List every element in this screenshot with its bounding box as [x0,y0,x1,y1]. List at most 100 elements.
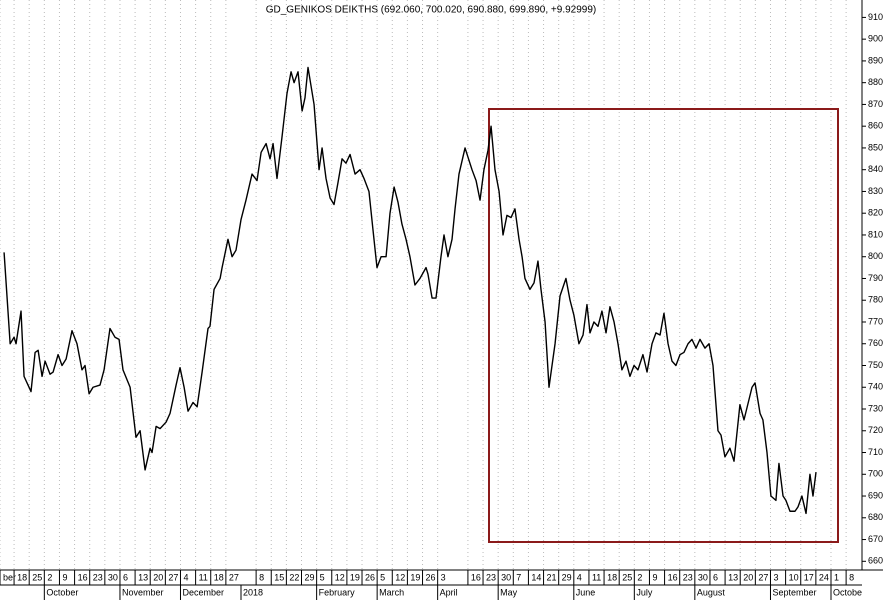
x-tick-label: 9 [62,572,67,582]
x-tick-label: 6 [123,572,128,582]
y-tick-label: 670 [868,534,883,544]
y-tick-label: 760 [868,338,883,348]
y-tick-label: 790 [868,273,883,283]
x-tick-label: 25 [32,572,42,582]
x-tick-label: 26 [426,572,436,582]
y-tick-label: 800 [868,251,883,261]
x-tick-label: 16 [78,572,88,582]
y-tick-label: 720 [868,425,883,435]
y-tick-label: 680 [868,512,883,522]
month-label: December [182,587,224,597]
x-tick-label: 11 [592,572,601,582]
x-tick-label: 20 [743,572,753,582]
x-tick-label: 5 [320,572,325,582]
x-tick-label: 27 [758,572,768,582]
y-tick-label: 900 [868,34,883,44]
x-tick-label: 4 [183,572,188,582]
x-tick-label: 16 [471,572,481,582]
x-tick-label: 17 [804,572,814,582]
y-tick-label: 910 [868,12,883,22]
x-tick-label: 4 [577,572,582,582]
x-tick-label: 30 [501,572,511,582]
y-tick-label: 880 [868,77,883,87]
y-tick-label: 740 [868,382,883,392]
x-tick-label: 2 [47,572,52,582]
x-tick-label: 3 [773,572,778,582]
x-tick-label: 27 [229,572,239,582]
x-tick-label: 23 [486,572,496,582]
x-tick-label: 8 [259,572,264,582]
y-tick-label: 810 [868,229,883,239]
month-label: July [636,587,653,597]
x-tick-label: 23 [683,572,693,582]
x-tick-label: 27 [168,572,178,582]
month-label: March [379,587,404,597]
x-tick-label: 12 [335,572,345,582]
x-tick-label: 12 [395,572,405,582]
x-tick-label: 30 [698,572,708,582]
month-label: February [319,587,356,597]
x-tick-label: 6 [713,572,718,582]
x-tick-label: 25 [622,572,632,582]
y-tick-label: 780 [868,295,883,305]
x-tick-label: 7 [516,572,521,582]
month-label: 2018 [243,587,263,597]
x-tick-label: 19 [350,572,360,582]
x-tick-label: 8 [849,572,854,582]
y-tick-label: 700 [868,469,883,479]
x-tick-label: 29 [562,572,572,582]
y-tick-label: 750 [868,360,883,370]
x-tick-label: 18 [17,572,27,582]
y-tick-label: 840 [868,164,883,174]
x-tick-label: 10 [789,572,799,582]
grid [0,0,847,570]
month-label: Octobe [833,587,862,597]
y-tick-label: 660 [868,556,883,566]
x-tick-label: 15 [274,572,284,582]
y-tick-label: 770 [868,316,883,326]
price-line [3,66,817,515]
x-tick-label: 16 [668,572,678,582]
x-tick-label: ber [3,572,16,582]
chart-title: GD_GENIKOS DEIKTHS (692.060, 700.020, 69… [266,5,597,16]
x-tick-label: 29 [305,572,315,582]
x-tick-label: 23 [93,572,103,582]
x-tick-label: 19 [410,572,420,582]
x-tick-label: 20 [153,572,163,582]
y-tick-label: 710 [868,447,883,457]
x-tick-label: 22 [289,572,299,582]
y-tick-label: 860 [868,121,883,131]
x-tick-label: 3 [441,572,446,582]
month-label: September [772,587,816,597]
x-tick-label: 24 [819,572,829,582]
x-tick-label: 13 [728,572,738,582]
y-tick-label: 820 [868,208,883,218]
x-tick-label: 2 [637,572,642,582]
month-label: November [122,587,164,597]
y-tick-label: 870 [868,99,883,109]
y-tick-label: 730 [868,403,883,413]
x-tick-label: 1 [834,572,839,582]
month-label: June [576,587,596,597]
x-tick-label: 13 [138,572,148,582]
month-label: August [697,587,726,597]
y-tick-label: 850 [868,142,883,152]
x-tick-label: 11 [199,572,208,582]
highlight-box [488,108,839,543]
y-tick-label: 690 [868,490,883,500]
x-tick-label: 26 [365,572,375,582]
month-label: April [440,587,458,597]
x-tick-label: 14 [531,572,541,582]
x-tick-label: 18 [214,572,224,582]
y-tick-label: 890 [868,55,883,65]
month-label: May [500,587,518,597]
x-tick-label: 21 [547,572,557,582]
x-tick-label: 18 [607,572,617,582]
x-tick-label: 9 [652,572,657,582]
month-label: October [46,587,78,597]
x-tick-label: 5 [380,572,385,582]
y-tick-label: 830 [868,186,883,196]
x-tick-label: 30 [108,572,118,582]
